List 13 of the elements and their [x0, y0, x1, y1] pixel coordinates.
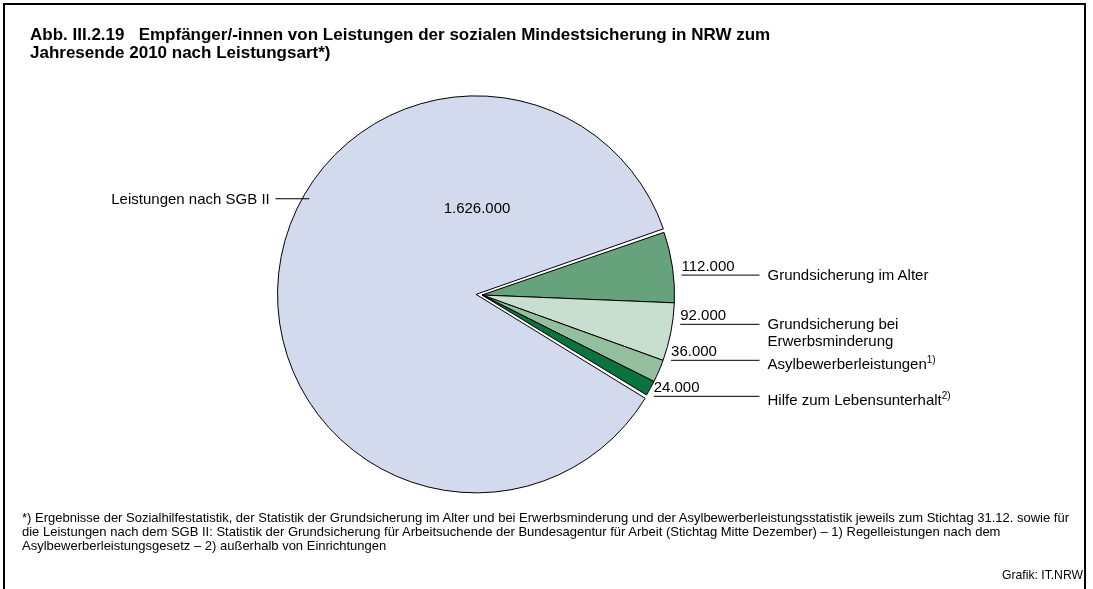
text: Grafik: IT.NRW [1001, 568, 1083, 582]
slice-label: Grundsicherung bei Erwerbsminderung [767, 315, 900, 350]
text: *) Ergebnisse der Sozialhilfestatistik, der Statistik der Grundsicherung im Alter und bei Erwerbsminderung und der Asylbewerberleistungsstatistik jeweils zum Stichtag 31.12. sowie für die Leistungen nach dem SGB II: Statistik der Grundsicherung für Arbeitsuchende der Bundesagentur für Arbeit (Stichtag Mitte Dezember) – 1) Regelleistungen nach dem Asylbewerberleistungsgesetz – 2) außerhalb von Einrichtungen [22, 510, 1070, 553]
slice-label: Grundsicherung im Alter [767, 266, 929, 284]
data-label: 24.000 [653, 377, 700, 395]
data-label: 112.000 [681, 256, 735, 274]
slice-label: Leistungen nach SGB II [111, 189, 270, 207]
data-label: 36.000 [671, 341, 717, 359]
chart-title: Abb. III.2.19 Empfänger/-innen von Leistungen der sozialen Mindestsicherung in NRW zum Jahresende 2010 nach Leistungsart*) [30, 25, 772, 62]
slice-label: Asylbewerberleistungen$^{1)}$ [767, 353, 936, 373]
data-label: 92.000 [680, 305, 727, 323]
slice-label: Hilfe zum Lebensunterhalt$^{2)}$ [767, 389, 951, 409]
data-label: 1.626.000 [443, 198, 511, 216]
